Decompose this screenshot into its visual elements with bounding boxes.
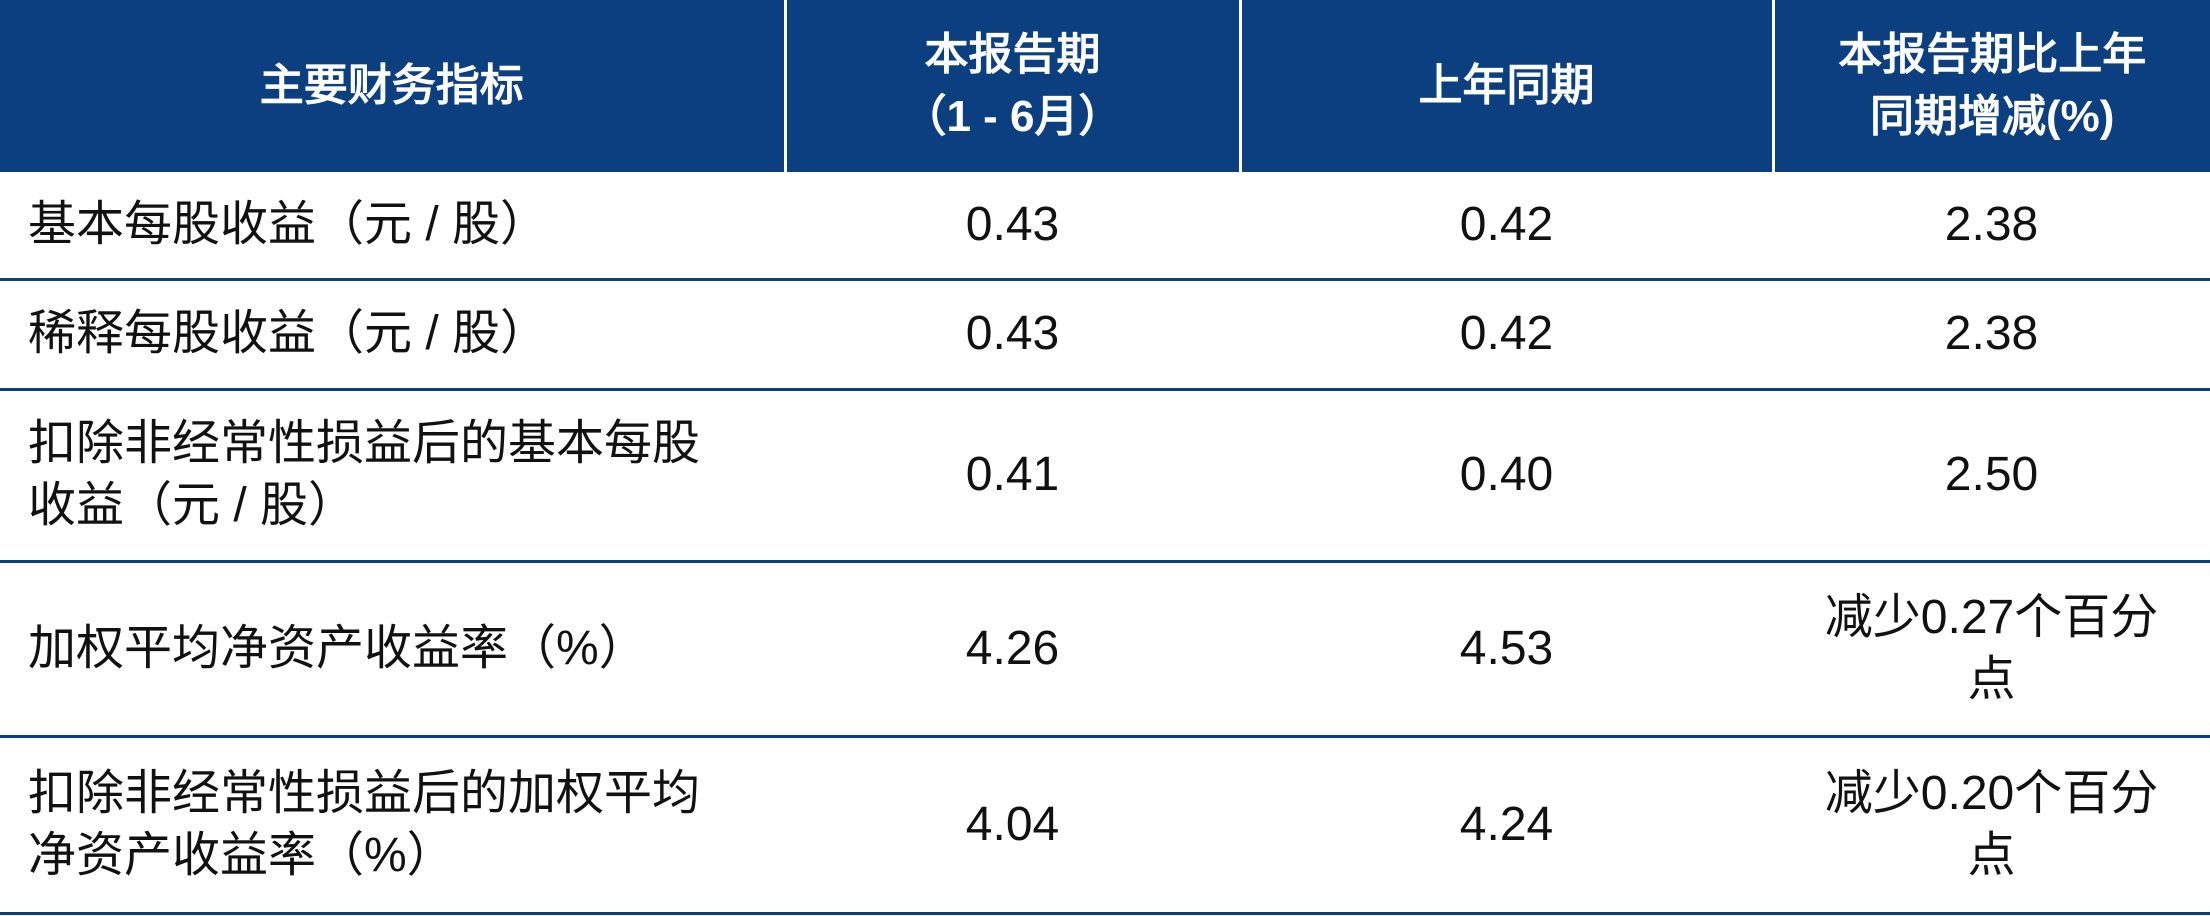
header-cell: 本报告期比上年 同期增减(%) <box>1771 0 2210 172</box>
table-cell: 减少0.20个百分点 <box>1773 736 2210 915</box>
table-cell: 0.43 <box>785 172 1240 281</box>
table-cell: 0.43 <box>785 279 1240 391</box>
table-cell: 扣除非经常性损益后的加权平均 净资产收益率（%） <box>0 736 785 915</box>
table-cell: 2.38 <box>1773 172 2210 281</box>
cell-text: 基本每股收益（元 / 股） <box>28 197 549 251</box>
cell-text: 扣除非经常性损益后的基本每股 <box>28 417 701 470</box>
table-cell: 减少0.27个百分点 <box>1773 561 2210 738</box>
cell-text: 同期增减(%) <box>1870 92 2115 141</box>
cell-text: 0.42 <box>1459 197 1554 251</box>
cell-text: 0.42 <box>1459 307 1554 360</box>
header-cell: 上年同期 <box>1238 0 1773 172</box>
header-row: 主要财务指标 本报告期 （1 - 6月） 上年同期 本报告期比上年 同期增减(%) <box>0 0 2210 172</box>
table-cell: 0.40 <box>1240 389 1773 563</box>
cell-text: 净资产收益率（%） <box>28 828 455 882</box>
table-row: 扣除非经常性损益后的加权平均 净资产收益率（%） 4.04 4.24 减少0.20个百分… <box>0 736 2210 915</box>
table-cell: 0.42 <box>1240 172 1773 281</box>
table-cell: 4.04 <box>785 736 1240 915</box>
header-cell: 主要财务指标 <box>0 0 785 172</box>
cell-text: 点 <box>1967 828 2016 882</box>
cell-text: 点 <box>1967 652 2016 706</box>
cell-text: 减少0.27个百分 <box>1824 590 2159 644</box>
cell-text: 减少0.20个百分 <box>1824 766 2159 820</box>
cell-text: 2.38 <box>1944 307 2039 360</box>
cell-text: 4.04 <box>965 797 1060 851</box>
cell-text: 4.26 <box>965 621 1060 675</box>
cell-text: 主要财务指标 <box>259 61 524 110</box>
table-cell: 2.50 <box>1773 389 2210 563</box>
cell-text: 本报告期 <box>924 30 1101 79</box>
table-cell: 扣除非经常性损益后的基本每股 收益（元 / 股） <box>0 389 785 563</box>
cell-text: 稀释每股收益（元 / 股） <box>28 307 549 360</box>
table-cell: 加权平均净资产收益率（%） <box>0 561 785 738</box>
table-cell: 0.42 <box>1240 279 1773 391</box>
cell-text: 收益（元 / 股） <box>28 479 357 532</box>
cell-text: 4.24 <box>1459 797 1554 851</box>
table-cell: 0.41 <box>785 389 1240 563</box>
cell-text: 本报告期比上年 <box>1838 30 2147 79</box>
table-body: 基本每股收益（元 / 股） 0.43 0.42 2.38 稀释每股收益（元 / 股） 0.… <box>0 172 2210 915</box>
table-row: 基本每股收益（元 / 股） 0.43 0.42 2.38 <box>0 172 2210 281</box>
cell-text: 上年同期 <box>1418 61 1595 110</box>
cell-text: 4.53 <box>1459 621 1554 675</box>
cell-text: 2.38 <box>1944 197 2039 251</box>
cell-text: （1 - 6月） <box>902 92 1123 141</box>
cell-text: 加权平均净资产收益率（%） <box>28 621 647 675</box>
cell-text: 0.41 <box>965 448 1060 501</box>
table-cell: 4.53 <box>1240 561 1773 738</box>
table-cell: 2.38 <box>1773 279 2210 391</box>
cell-text: 0.40 <box>1459 448 1554 501</box>
table-cell: 4.26 <box>785 561 1240 738</box>
table-row: 扣除非经常性损益后的基本每股 收益（元 / 股） 0.41 0.40 2.50 <box>0 389 2210 563</box>
cell-text: 0.43 <box>965 307 1060 360</box>
table-cell: 稀释每股收益（元 / 股） <box>0 279 785 391</box>
table-row: 稀释每股收益（元 / 股） 0.43 0.42 2.38 <box>0 279 2210 391</box>
cell-text: 0.43 <box>965 197 1060 251</box>
cell-text: 扣除非经常性损益后的加权平均 <box>28 766 701 820</box>
table-cell: 4.24 <box>1240 736 1773 915</box>
cell-text: 2.50 <box>1944 448 2039 501</box>
table-cell: 基本每股收益（元 / 股） <box>0 172 785 281</box>
table-row: 加权平均净资产收益率（%） 4.26 4.53 减少0.27个百分点 <box>0 561 2210 738</box>
header-cell: 本报告期 （1 - 6月） <box>783 0 1240 172</box>
